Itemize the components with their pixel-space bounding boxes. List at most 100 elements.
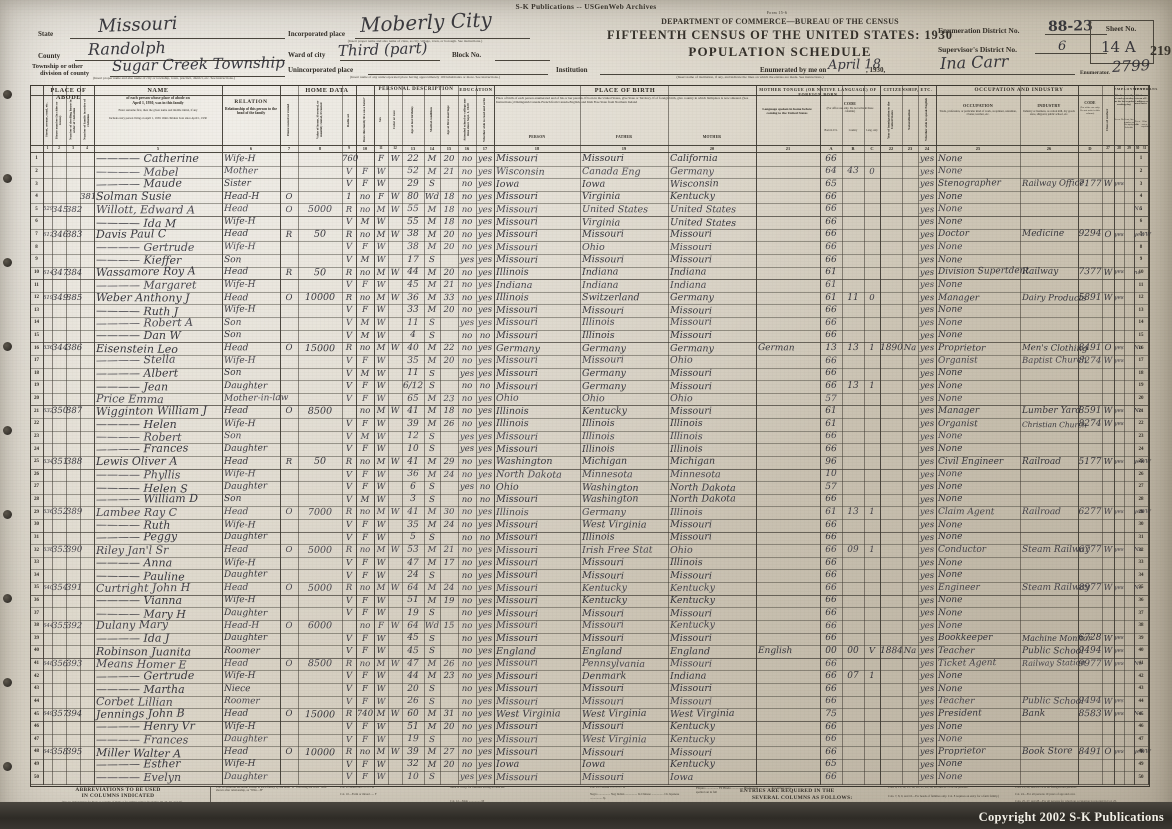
- ed-label: Enumeration District No.: [938, 26, 1020, 35]
- column-header: HOME DATA: [305, 86, 349, 94]
- cell-race: W: [390, 154, 400, 165]
- cell-own: R: [285, 267, 293, 278]
- cell-mar: S: [429, 570, 435, 581]
- row-divider: [30, 329, 1148, 331]
- enumerator-value: Ina Carr: [939, 51, 1009, 73]
- cell-eng: yes: [919, 620, 935, 631]
- state-label: State: [38, 30, 54, 38]
- cell-value: 5000: [307, 203, 333, 215]
- cell-pob: Iowa: [495, 178, 520, 190]
- cell-sch: no: [461, 166, 473, 177]
- cell-mar: S: [429, 646, 435, 657]
- cell-rw: yes: [477, 646, 493, 657]
- cell-mpob: Indiana: [669, 279, 707, 291]
- cell-rw: yes: [477, 191, 493, 202]
- cell-age: 51: [407, 721, 419, 732]
- cell-agem: 23: [443, 393, 455, 404]
- line-number: 30: [34, 522, 39, 528]
- cell-eng: yes: [919, 444, 935, 455]
- cell-mar: M: [427, 280, 437, 291]
- cell-dwell: 392: [65, 620, 83, 632]
- abbr-title-2: IN COLUMNS INDICATED: [81, 793, 155, 799]
- cell-fpob: Illinois: [582, 418, 615, 430]
- cell-pob: West Virginia: [495, 707, 561, 720]
- cell-occ: None: [937, 532, 963, 543]
- cell-emp: yes: [1114, 458, 1124, 465]
- row-divider: [30, 632, 1148, 634]
- cell-farm: F: [362, 734, 368, 745]
- cell-eng: yes: [919, 532, 935, 543]
- cell-radio: V: [345, 469, 353, 480]
- cell-radio: V: [345, 305, 353, 316]
- cell-rel: Daughter: [223, 734, 268, 745]
- row-divider: [30, 304, 1148, 306]
- cell-farm: no: [359, 583, 371, 594]
- cell-mpob: Missouri: [669, 531, 713, 544]
- cell-eng: yes: [919, 267, 935, 278]
- cell-agem: 17: [443, 557, 455, 568]
- cell-mpob: Wisconsin: [669, 177, 719, 190]
- cell-rw: yes: [477, 318, 493, 329]
- footer-col12race2: Filipino ................ Fil Hindu ....…: [696, 786, 791, 795]
- line-number: 35: [34, 585, 39, 591]
- cell-occ: Manager: [937, 292, 980, 304]
- column-divider: [476, 85, 477, 785]
- column-header-vertical: Whether able to read and write: [482, 97, 487, 143]
- cell-own: O: [285, 204, 293, 215]
- cell-name: ———— Albert: [95, 366, 179, 381]
- row-divider: [30, 645, 1148, 647]
- cell-sex: W: [376, 355, 386, 366]
- cell-rw: yes: [477, 545, 493, 556]
- cell-fpob: Ohio: [582, 241, 605, 253]
- cell-radio: V: [345, 696, 353, 707]
- incorporated-value: Moberly City: [359, 7, 493, 37]
- column-divider: [842, 85, 843, 785]
- row-divider: [30, 380, 1148, 382]
- cell-occ: None: [937, 431, 963, 442]
- column-divider: [424, 85, 425, 785]
- cell-codeA: 61: [825, 267, 837, 278]
- line-number: 24: [34, 446, 39, 452]
- cell-rw: yes: [477, 179, 493, 190]
- column-header: CITIZENSHIP, ETC.: [883, 86, 933, 92]
- cell-age: 40: [407, 343, 419, 354]
- cell-codeA: 66: [825, 494, 837, 505]
- cell-radio: R: [345, 507, 353, 518]
- column-header: Enter surname first, then the given name…: [118, 108, 198, 112]
- footer-col6: Col. 6—Indicate the home worker in each …: [216, 785, 328, 793]
- cell-sex: M: [376, 204, 386, 215]
- cell-agem: 18: [443, 191, 455, 202]
- cell-rw: no: [479, 330, 491, 341]
- cell-pob: Missouri: [495, 745, 539, 758]
- cell-sex: W: [376, 469, 386, 480]
- cell-codeA: 66: [825, 620, 837, 631]
- cell-fpob: England: [581, 645, 623, 657]
- cell-mar: M: [427, 406, 437, 417]
- cell-cls: O: [1104, 747, 1112, 758]
- cell-age: 55: [407, 204, 419, 215]
- cell-value: 8500: [307, 658, 333, 670]
- cell-pob: Missouri: [495, 215, 539, 228]
- cell-sch: no: [461, 696, 473, 707]
- footer-req-f: Col. 24—For all persons 10 years of age …: [1015, 792, 1076, 796]
- cell-sex: M: [376, 292, 386, 303]
- cell-name: Lambee Ray C: [96, 505, 178, 519]
- cell-codeA: 75: [825, 709, 837, 720]
- cell-farm: F: [361, 393, 369, 404]
- cell-mpob: Germany: [669, 292, 714, 304]
- cell-mpob: Kentucky: [669, 733, 715, 746]
- cell-mar: S: [429, 330, 435, 341]
- cell-farm: M: [360, 494, 370, 505]
- cell-fpob: Indiana: [581, 266, 619, 278]
- line-number: 7: [35, 232, 38, 238]
- binder-hole: [3, 678, 12, 687]
- cell-pob: Missouri: [495, 203, 538, 216]
- cell-fam: 381: [80, 191, 97, 202]
- cell-farm: 740: [356, 709, 374, 720]
- cell-radio: V: [345, 217, 353, 228]
- cell-radio: R: [345, 456, 353, 467]
- cell-farm: F: [361, 355, 369, 366]
- cell-occ: None: [938, 721, 963, 732]
- cell-sch: no: [461, 179, 473, 190]
- cell-rel: Head: [223, 405, 249, 417]
